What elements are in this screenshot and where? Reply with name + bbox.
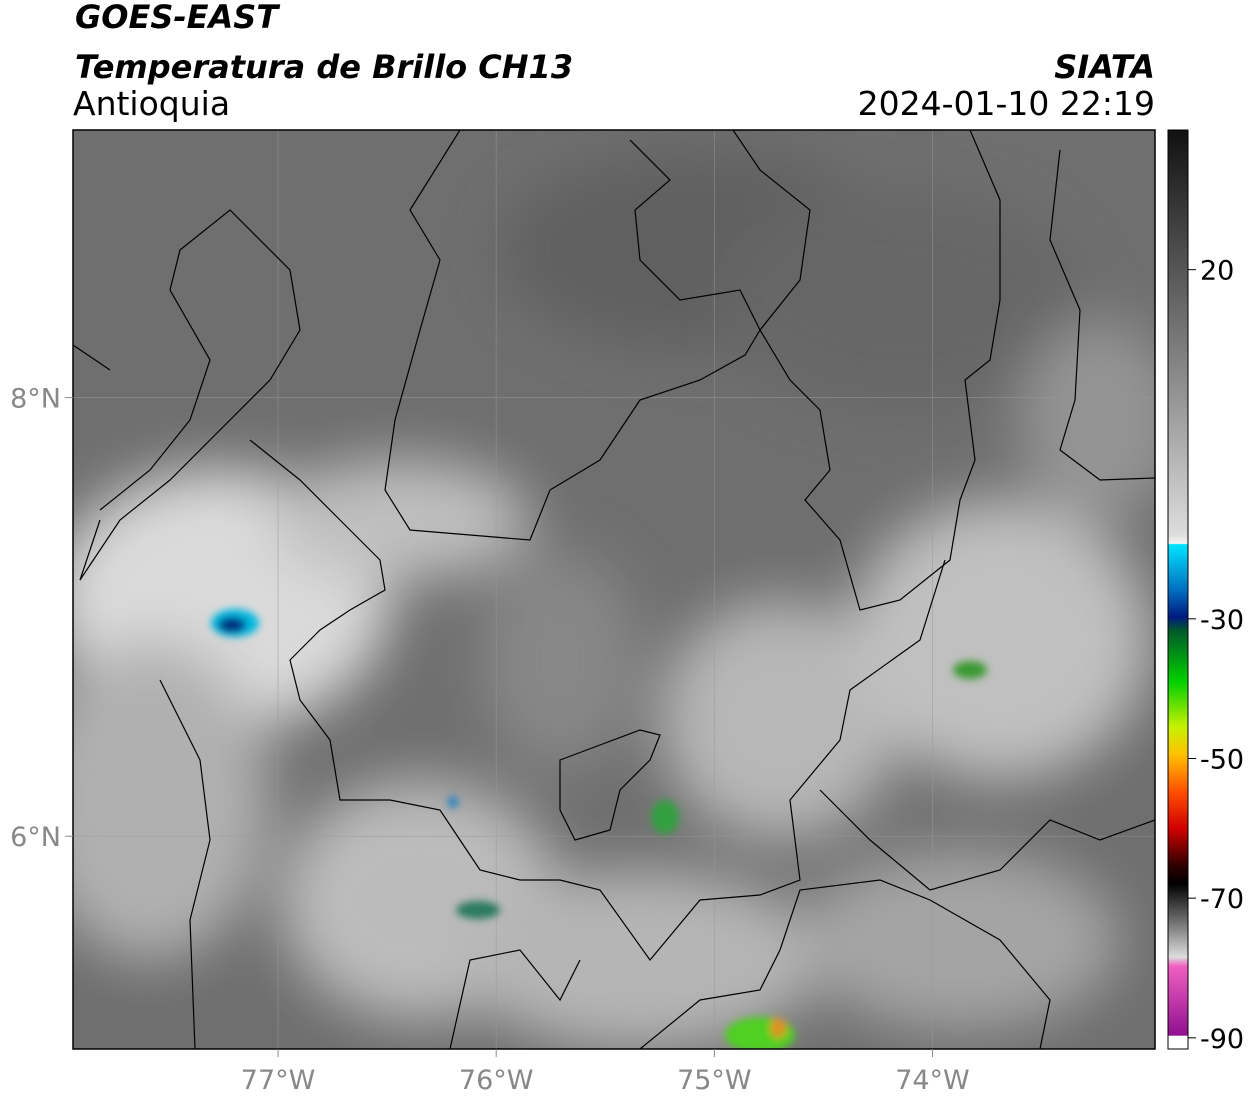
colorbar-label: -90 bbox=[1200, 1024, 1244, 1055]
x-tick-label: 76°W bbox=[459, 1065, 534, 1096]
title: GOES-EAST bbox=[75, 0, 280, 36]
colorbar bbox=[1167, 129, 1189, 1050]
map-frame bbox=[72, 129, 1156, 1050]
datetime: 2024-01-10 22:19 bbox=[858, 84, 1155, 123]
region: Antioquia bbox=[73, 84, 230, 123]
grid bbox=[73, 130, 1155, 1049]
satellite-image bbox=[73, 130, 1155, 1049]
x-tick-label: 74°W bbox=[895, 1065, 970, 1096]
y-tick-label: 6°N bbox=[10, 822, 61, 853]
subtitle: Temperatura de Brillo CH13 bbox=[75, 48, 573, 86]
colorbar-label: -30 bbox=[1200, 605, 1244, 636]
colorbar-label: 20 bbox=[1200, 256, 1234, 287]
colorbar-label: -70 bbox=[1200, 884, 1244, 915]
x-tick-label: 77°W bbox=[241, 1065, 316, 1096]
y-tick-label: 8°N bbox=[10, 384, 61, 415]
source: SIATA bbox=[1054, 48, 1155, 86]
x-tick-label: 75°W bbox=[677, 1065, 752, 1096]
storm-cells bbox=[211, 609, 987, 1049]
colorbar-label: -50 bbox=[1200, 744, 1244, 775]
borders bbox=[73, 130, 1155, 1049]
